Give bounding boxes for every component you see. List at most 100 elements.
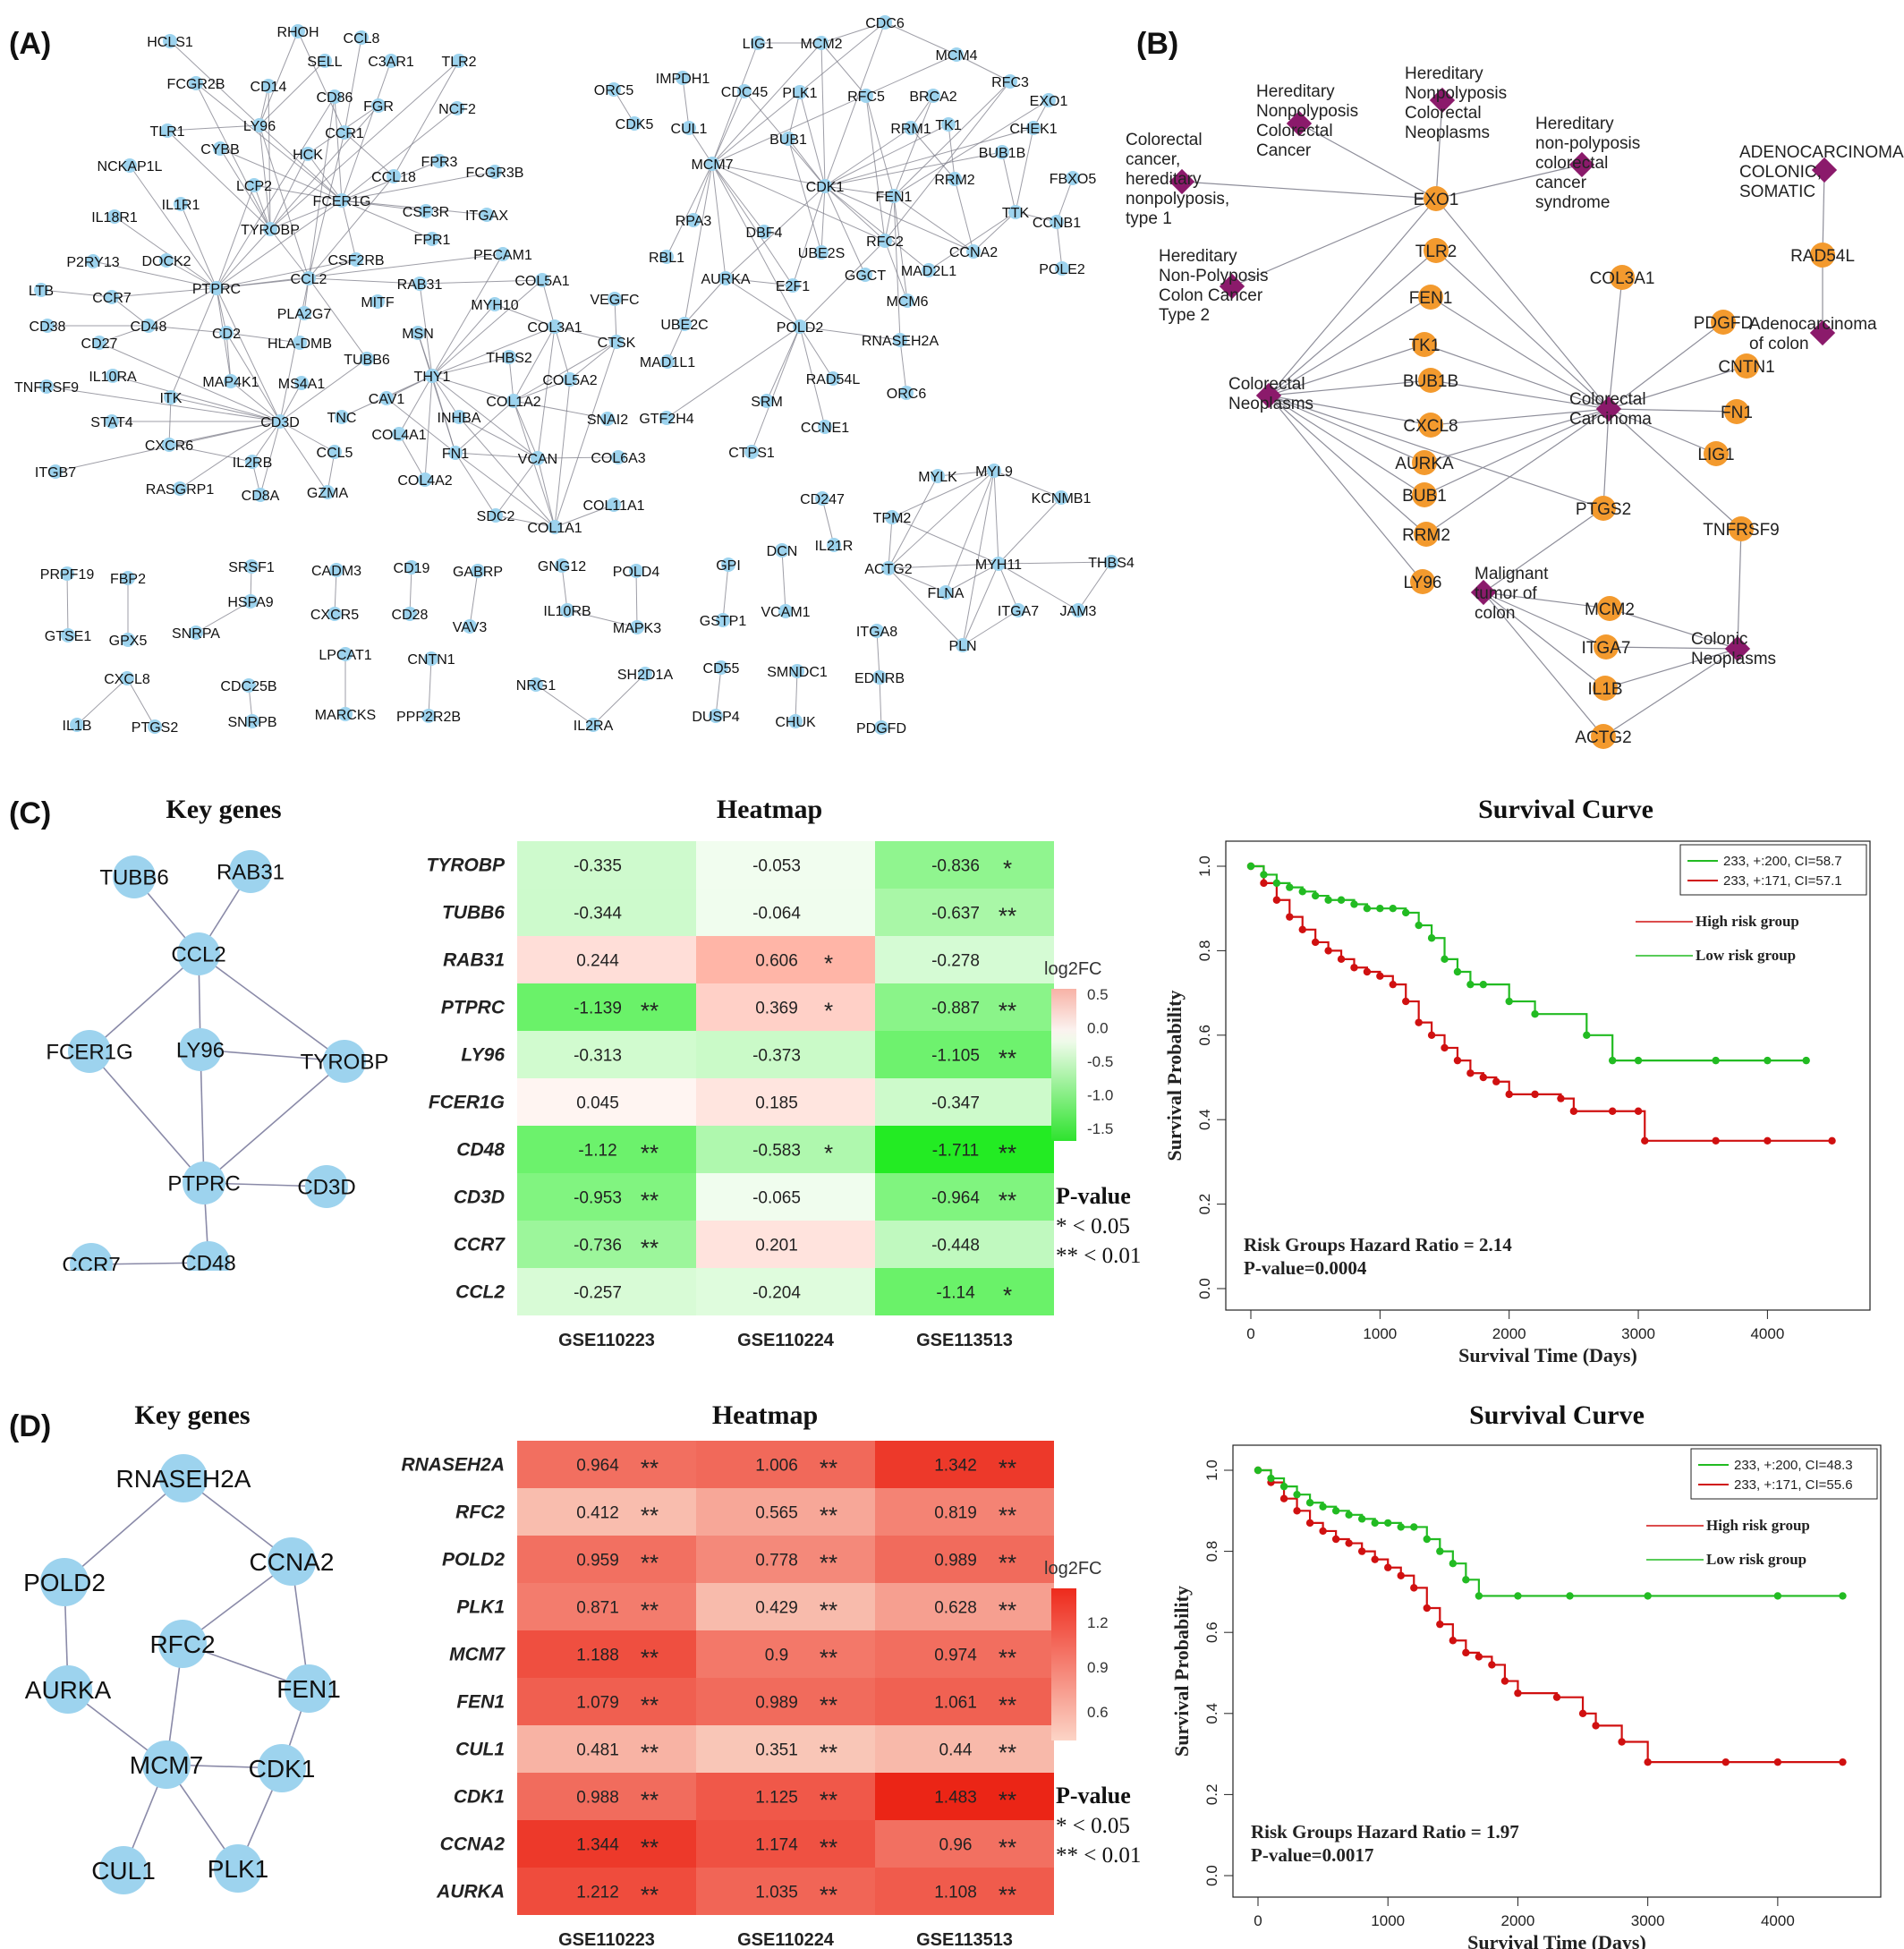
ppi-edge	[409, 566, 412, 615]
heatmap-significance: **	[641, 1692, 659, 1719]
censor-point	[1371, 1519, 1379, 1528]
ppi-node	[163, 34, 177, 48]
ppi-node	[751, 36, 765, 50]
ppi-node	[70, 718, 84, 732]
ppi-edge	[76, 677, 128, 726]
gene-node	[1711, 310, 1736, 335]
heatmap-col-label: GSE110224	[737, 1331, 835, 1350]
censor-point	[1415, 1018, 1423, 1026]
heatmap-significance: **	[641, 1740, 659, 1766]
ppi-node-label: CDC6	[865, 16, 905, 31]
heatmap-cell	[517, 1031, 696, 1078]
heatmap-cell	[517, 1078, 696, 1126]
heatmap-cell	[875, 1268, 1054, 1315]
ppi-node	[788, 714, 803, 728]
legend-colorbar	[1051, 989, 1076, 1141]
ppi-node	[159, 253, 174, 268]
heatmap-significance: **	[641, 1597, 659, 1624]
disease-label: Nonpolyposis	[1405, 84, 1507, 103]
legend-tick: 0.0	[1087, 1020, 1109, 1037]
ppi-node	[297, 306, 311, 320]
ppi-node-label: SRM	[751, 395, 783, 410]
ppi-edge	[259, 124, 271, 230]
disease-label: Hereditary	[1535, 115, 1614, 133]
ppi-node-label: ITGA7	[998, 604, 1039, 619]
disease-node	[1169, 168, 1195, 195]
key-gene-node	[229, 850, 272, 893]
heatmap-cell-value: -1.105	[931, 1047, 980, 1066]
key-gene-node	[70, 1243, 113, 1271]
ppi-node	[1055, 261, 1069, 276]
heatmap-significance: **	[641, 1235, 659, 1262]
key-gene-node	[159, 1454, 208, 1502]
gene-node	[1597, 596, 1622, 621]
ppi-node-label: CCNB1	[1033, 216, 1081, 231]
ppi-node	[1011, 603, 1025, 617]
key-gene-node	[285, 1664, 333, 1713]
censor-point	[1337, 955, 1346, 964]
ppi-node-label: STAT4	[90, 415, 133, 430]
heatmap-cell-value: -0.313	[574, 1047, 622, 1066]
gd-edge	[1604, 648, 1738, 689]
ppi-edge	[344, 132, 395, 177]
censor-point	[1721, 1758, 1730, 1766]
ppi-edge	[893, 95, 934, 197]
heatmap-cell	[875, 1221, 1054, 1268]
ppi-edge	[682, 77, 690, 129]
ppi-node-label: COL3A1	[527, 320, 582, 336]
censor-point	[1644, 1592, 1652, 1600]
heatmap-significance: **	[999, 1140, 1016, 1167]
key-genes-network-d: RNASEH2A POLD2 CCNA2 RFC2 FEN1 AURKA MCM7 CDK1 C…	[23, 1454, 341, 1894]
heatmap-cell	[517, 889, 696, 936]
gd-edge	[1608, 365, 1747, 410]
ppi-node-label: CD2	[212, 327, 241, 342]
pvalue-title: P-value	[1056, 1183, 1131, 1209]
ppi-edge	[341, 200, 488, 216]
ppi-node	[560, 603, 574, 617]
gd-edge	[1268, 395, 1424, 583]
key-edge	[89, 1051, 205, 1184]
ppi-edge	[910, 127, 956, 180]
x-tick-label: 2000	[1501, 1912, 1535, 1929]
censor-point	[1569, 1107, 1578, 1115]
heatmap-cell-value: 1.061	[934, 1694, 977, 1713]
heatmap-cell	[696, 1126, 875, 1173]
ppi-edge	[954, 178, 974, 252]
ppi-node	[815, 491, 829, 506]
ppi-node-label: GPX5	[109, 634, 148, 649]
ppi-node-label: MARCKS	[315, 708, 376, 723]
ppi-edge	[341, 171, 496, 201]
ppi-edge	[711, 163, 826, 187]
censor-point	[1462, 1648, 1470, 1657]
ppi-node-label: IL2RA	[574, 719, 614, 734]
heatmap-row-label: CD3D	[454, 1187, 505, 1208]
ppi-edge	[535, 684, 594, 726]
censor-point	[1449, 1559, 1458, 1568]
disease-label: Neoplasms	[1691, 650, 1776, 668]
ppi-node	[786, 278, 800, 293]
heatmap-significance: **	[820, 1645, 837, 1672]
censor-point	[1319, 1527, 1327, 1536]
heatmap-cell	[875, 1868, 1054, 1915]
ppi-node	[535, 273, 549, 287]
heatmap-cell-value: -0.335	[574, 857, 622, 876]
heatmap-cell-value: -0.204	[752, 1284, 801, 1303]
ppi-node	[335, 193, 349, 208]
ppi-node	[502, 350, 516, 364]
heatmap-cell	[517, 1868, 696, 1915]
y-tick-label: 0.8	[1196, 940, 1213, 962]
heatmap-row-label: TUBB6	[442, 903, 505, 923]
ppi-node-label: RPA3	[676, 214, 712, 229]
ppi-node-label: GZMA	[307, 486, 349, 501]
ppi-edge	[513, 379, 571, 402]
censor-point	[1453, 1056, 1462, 1065]
heatmap-significance: **	[820, 1597, 837, 1624]
gd-edge	[1608, 277, 1623, 410]
heatmap-c: -0.335 -0.053 -0.836 *-0.344 -0.064 -0.637 **0…	[426, 841, 1141, 1350]
ppi-node-label: THBS4	[1088, 556, 1135, 571]
ppi-edge	[334, 96, 343, 201]
key-gene-label: CCNA2	[250, 1548, 335, 1576]
ppi-edge	[166, 124, 260, 132]
censor-point	[1397, 1571, 1405, 1579]
ppi-node	[247, 178, 261, 192]
